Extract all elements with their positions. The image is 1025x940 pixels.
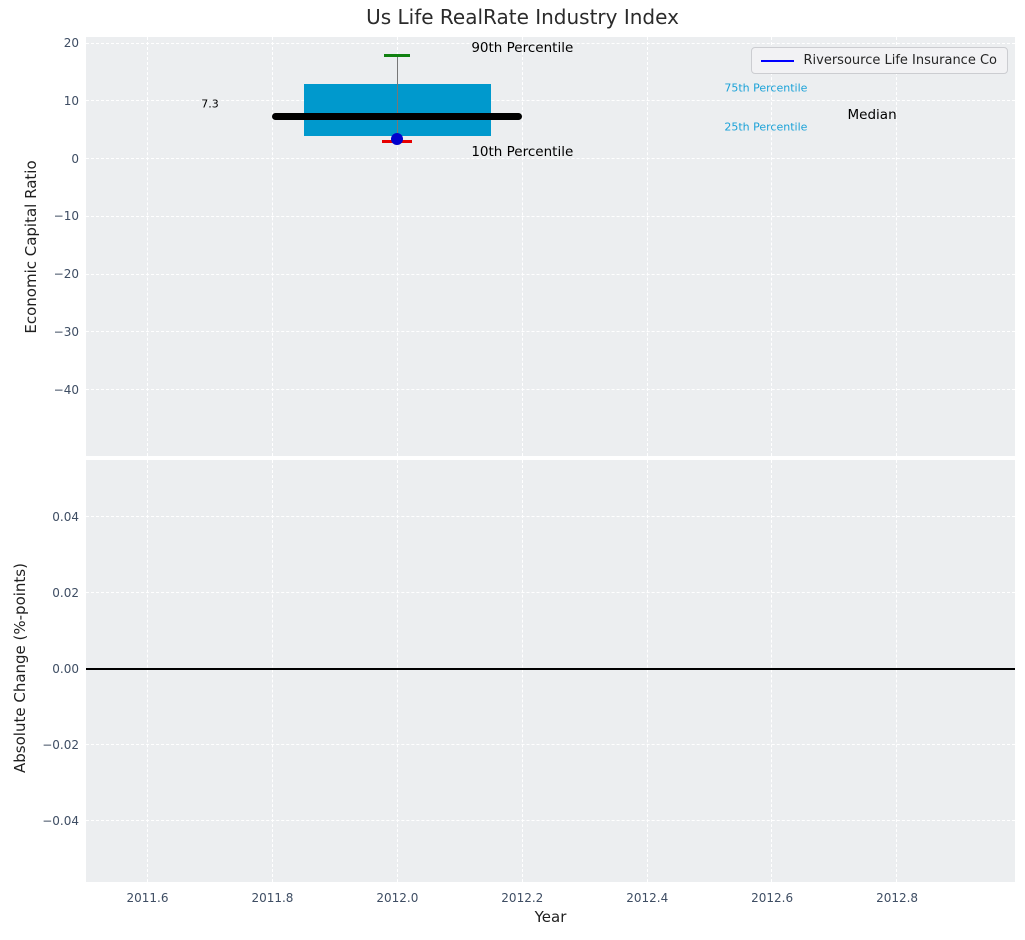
gridline-horizontal	[86, 215, 1015, 217]
whisker-line	[396, 55, 398, 142]
legend-line-icon	[760, 59, 794, 62]
gridline-vertical	[146, 37, 148, 456]
annotation-median: Median	[847, 106, 897, 123]
annotation-7-3: 7.3	[201, 97, 219, 111]
gridline-vertical	[146, 460, 148, 882]
gridline-horizontal	[86, 42, 1015, 44]
gridline-vertical	[896, 37, 898, 456]
gridline-vertical	[521, 460, 523, 882]
annotation-75th-percentile: 75th Percentile	[724, 81, 808, 95]
y-tick-label: −10	[53, 209, 79, 224]
company-point	[391, 132, 404, 145]
gridline-horizontal	[86, 388, 1015, 390]
gridline-horizontal	[86, 331, 1015, 333]
x-tick-label: 2012.8	[876, 891, 919, 905]
y-tick-label: 0	[71, 151, 79, 166]
gridline-vertical	[771, 37, 773, 456]
gridline-vertical	[396, 37, 398, 456]
y-tick-label: 0.04	[52, 510, 79, 525]
gridline-horizontal	[86, 744, 1015, 746]
gridline-horizontal	[86, 100, 1015, 102]
y-axis-label-top: Economic Capital Ratio	[22, 160, 40, 334]
y-tick-label: 20	[63, 36, 79, 51]
top-axes-economic-capital-ratio: Riversource Life Insurance Co 90th Perce…	[86, 37, 1015, 456]
gridline-vertical	[271, 37, 273, 456]
y-tick-label: −30	[53, 324, 79, 339]
y-tick-label: 10	[63, 94, 79, 109]
zero-line	[86, 668, 1015, 671]
legend-entry-label: Riversource Life Insurance Co	[803, 53, 998, 68]
y-tick-label: −40	[53, 382, 79, 397]
x-tick-label: 2011.6	[126, 891, 169, 905]
y-tick-label: 0.02	[52, 586, 79, 601]
legend: Riversource Life Insurance Co	[750, 47, 1008, 74]
x-tick-label: 2012.2	[501, 891, 544, 905]
gridline-horizontal	[86, 273, 1015, 275]
x-tick-label: 2012.0	[376, 891, 419, 905]
gridline-vertical	[896, 460, 898, 882]
x-tick-label: 2012.4	[626, 891, 669, 905]
x-tick-label: 2011.8	[251, 891, 294, 905]
y-tick-label: 0.00	[52, 662, 79, 677]
annotation-90th-percentile: 90th Percentile	[471, 39, 574, 56]
p90-cap	[384, 53, 411, 57]
chart-title: Us Life RealRate Industry Index	[366, 5, 679, 29]
annotation-25th-percentile: 25th Percentile	[724, 120, 808, 134]
bottom-axes-absolute-change	[86, 460, 1015, 882]
gridline-horizontal	[86, 158, 1015, 160]
y-tick-label: −0.02	[42, 738, 79, 753]
x-axis-label: Year	[534, 908, 567, 926]
gridline-vertical	[521, 37, 523, 456]
annotation-10th-percentile: 10th Percentile	[471, 144, 574, 161]
x-tick-label: 2012.6	[751, 891, 794, 905]
gridline-horizontal	[86, 516, 1015, 518]
y-tick-label: −20	[53, 267, 79, 282]
median-line	[272, 113, 523, 121]
gridline-vertical	[646, 460, 648, 882]
gridline-vertical	[771, 460, 773, 882]
gridline-horizontal	[86, 592, 1015, 594]
gridline-vertical	[271, 460, 273, 882]
gridline-vertical	[646, 37, 648, 456]
y-tick-label: −0.04	[42, 814, 79, 829]
gridline-horizontal	[86, 820, 1015, 822]
gridline-vertical	[396, 460, 398, 882]
